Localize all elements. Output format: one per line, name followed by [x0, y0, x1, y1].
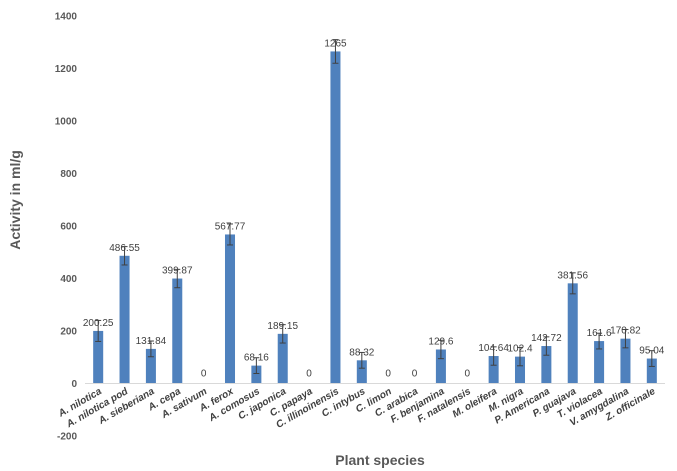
bar	[251, 365, 262, 384]
bar	[277, 333, 288, 384]
data-label: 0	[306, 369, 312, 380]
bar	[567, 283, 578, 384]
bar	[514, 356, 526, 384]
error-bar	[227, 223, 233, 246]
data-label: 95.04	[639, 346, 664, 357]
data-label: 131.84	[136, 336, 167, 347]
error-bar	[517, 346, 523, 367]
y-tick-label: 400	[60, 274, 77, 285]
bar	[356, 360, 367, 384]
data-label: 0	[385, 369, 391, 380]
error-bar	[569, 272, 576, 295]
bar	[435, 349, 446, 384]
y-tick-label: 1200	[55, 64, 78, 75]
y-tick-label: 1000	[55, 117, 78, 128]
y-axis-ticks: -200 0 200 400 600 800 1000 1200 1400	[55, 12, 78, 443]
data-label: 161.6	[587, 328, 612, 339]
data-label: 0	[412, 369, 418, 380]
error-bar	[95, 319, 102, 342]
data-label: 189.15	[267, 321, 298, 332]
error-bar	[358, 351, 365, 369]
bar	[330, 51, 341, 384]
bar	[541, 346, 552, 384]
error-bar	[437, 339, 444, 360]
y-tick-label: 800	[60, 169, 77, 180]
data-label: 381.56	[557, 270, 588, 281]
y-tick-label: 200	[60, 327, 77, 338]
data-label: 170.82	[610, 326, 641, 337]
bar	[224, 234, 236, 384]
bar	[594, 341, 605, 384]
bar	[93, 330, 104, 384]
data-label: 399.87	[162, 266, 193, 277]
data-label: 104.64	[478, 343, 509, 354]
bar	[646, 358, 657, 384]
error-bar	[648, 350, 655, 367]
bar	[488, 356, 499, 384]
data-label: 129.6	[428, 336, 453, 347]
error-bar	[332, 39, 339, 64]
data-labels: 200.25 486.55 131.84 399.87 0 567.77 68.16 189.…	[83, 38, 665, 379]
data-label: 567.77	[215, 221, 246, 232]
bar	[172, 278, 183, 384]
data-label: 142.72	[531, 333, 562, 344]
x-axis-title: Plant species	[335, 452, 425, 468]
bar	[620, 338, 631, 384]
data-label: 0	[464, 369, 470, 380]
bar	[145, 348, 156, 384]
y-tick-label: -200	[57, 432, 77, 443]
error-bar	[596, 332, 603, 350]
error-bar	[121, 246, 128, 266]
data-label: 0	[201, 369, 207, 380]
data-label: 68.16	[244, 353, 269, 364]
data-label: 102.4	[507, 344, 532, 355]
error-bar	[543, 336, 550, 356]
error-bars	[95, 39, 655, 374]
y-axis-title: Activity in ml/g	[7, 150, 23, 250]
error-bar	[490, 346, 497, 366]
data-label: 88.32	[349, 347, 374, 358]
error-bar	[174, 268, 181, 289]
bars	[93, 51, 657, 384]
data-label: 486.55	[109, 243, 140, 254]
y-tick-label: 1400	[55, 12, 78, 23]
error-bar	[622, 328, 629, 349]
y-tick-label: 0	[71, 379, 77, 390]
data-label: 1265	[324, 38, 347, 49]
y-tick-label: 600	[60, 222, 77, 233]
bar	[119, 255, 130, 384]
error-bar	[253, 357, 260, 374]
error-bar	[279, 324, 286, 344]
data-label: 200.25	[83, 318, 114, 329]
error-bar	[147, 340, 154, 358]
